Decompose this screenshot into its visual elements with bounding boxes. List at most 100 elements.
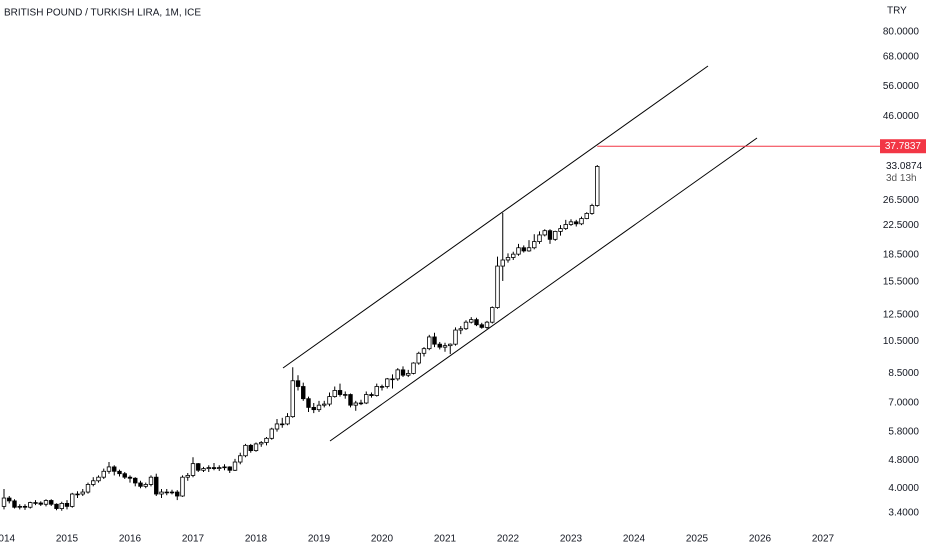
candle-body bbox=[463, 321, 469, 330]
candle-body bbox=[264, 437, 269, 443]
candle-body bbox=[374, 386, 379, 396]
x-tick-label: 2016 bbox=[119, 534, 142, 545]
candle-body bbox=[516, 247, 521, 255]
candle-body bbox=[437, 343, 442, 348]
candle-body bbox=[101, 470, 106, 478]
candle-body bbox=[232, 461, 238, 471]
candle-body bbox=[474, 319, 479, 326]
y-tick-label: 46.0000 bbox=[883, 111, 920, 122]
candle-body bbox=[306, 398, 311, 408]
candle-body bbox=[117, 470, 122, 475]
candle-body bbox=[458, 328, 463, 331]
candle-body bbox=[505, 257, 511, 261]
candle-body bbox=[385, 378, 390, 387]
candle-body bbox=[532, 241, 537, 249]
candle-body bbox=[285, 416, 290, 425]
candle-body bbox=[222, 466, 227, 469]
candle-body bbox=[59, 503, 64, 509]
candle-body bbox=[537, 234, 542, 242]
candle-body bbox=[453, 329, 458, 345]
candle-body bbox=[579, 218, 584, 225]
candle-body bbox=[85, 484, 91, 493]
x-tick-label: 2023 bbox=[560, 534, 583, 545]
candle-body bbox=[17, 505, 22, 508]
candle-body bbox=[442, 345, 448, 348]
candle-body bbox=[568, 221, 574, 225]
candle-body bbox=[248, 444, 253, 452]
candle-body bbox=[243, 444, 248, 457]
candle-body bbox=[112, 466, 117, 472]
y-tick-label: 4.8000 bbox=[888, 455, 919, 466]
chart-title: BRITISH POUND / TURKISH LIRA, 1M, ICE bbox=[4, 8, 201, 19]
candle-body bbox=[253, 443, 259, 452]
candle-body bbox=[7, 497, 12, 502]
y-tick-label: 68.0000 bbox=[883, 51, 920, 62]
candle-body bbox=[259, 442, 264, 445]
candle-body bbox=[106, 466, 112, 472]
x-tick-label: 2026 bbox=[749, 534, 772, 545]
x-tick-label: 2020 bbox=[371, 534, 394, 545]
candle-body bbox=[148, 476, 154, 485]
candle-body bbox=[542, 230, 547, 236]
candle-body bbox=[358, 402, 364, 405]
candle-body bbox=[400, 369, 406, 376]
candle-body bbox=[70, 493, 75, 507]
candle-body bbox=[316, 404, 322, 411]
candle-body bbox=[38, 502, 43, 505]
y-tick-label: 15.5000 bbox=[883, 277, 920, 288]
y-tick-label: 18.5000 bbox=[883, 250, 920, 261]
candle-body bbox=[80, 491, 85, 495]
price-line-label-box bbox=[880, 139, 926, 154]
price-line-label: 37.7837 bbox=[885, 141, 922, 152]
candle-body bbox=[369, 394, 374, 396]
candle-body bbox=[495, 265, 500, 308]
candle-body bbox=[201, 468, 206, 471]
candle-body bbox=[343, 394, 348, 396]
candle-body bbox=[553, 230, 558, 240]
candle-body bbox=[348, 394, 353, 406]
candle-body bbox=[500, 259, 505, 267]
candle-body bbox=[96, 476, 101, 482]
x-tick-label: 2022 bbox=[497, 534, 520, 545]
candle-body bbox=[290, 380, 295, 418]
candle-body bbox=[322, 403, 327, 406]
y-tick-label: 56.0000 bbox=[883, 81, 920, 92]
candle-body bbox=[301, 386, 306, 400]
candle-body bbox=[22, 505, 28, 508]
candle-body bbox=[1, 497, 7, 507]
candle-body bbox=[143, 484, 148, 487]
candle-body bbox=[406, 373, 411, 376]
candle-body bbox=[353, 402, 358, 406]
candle-body bbox=[563, 224, 568, 229]
y-tick-label: 4.0000 bbox=[888, 483, 919, 494]
channel-upper-line bbox=[282, 65, 709, 369]
candle-body bbox=[469, 319, 474, 323]
candle-body bbox=[574, 221, 579, 225]
candle-body bbox=[190, 463, 196, 476]
y-tick-label: 10.5000 bbox=[883, 336, 920, 347]
candle-body bbox=[379, 386, 385, 388]
x-tick-label: 2019 bbox=[308, 534, 331, 545]
candle-body bbox=[91, 480, 96, 485]
candle-body bbox=[274, 423, 280, 430]
candle-body bbox=[395, 369, 400, 380]
currency-label: TRY bbox=[887, 6, 907, 17]
candle-body bbox=[154, 476, 159, 495]
candle-body bbox=[133, 477, 138, 484]
candle-body bbox=[411, 362, 416, 374]
x-tick-label: 2024 bbox=[623, 534, 646, 545]
candle-body bbox=[526, 247, 532, 252]
candle-body bbox=[521, 247, 526, 252]
last-price-label: 33.0874 bbox=[886, 161, 923, 172]
y-tick-label: 22.5000 bbox=[883, 220, 920, 231]
y-tick-label: 8.5000 bbox=[888, 368, 919, 379]
candle-body bbox=[421, 348, 427, 354]
channel-lower-line bbox=[329, 137, 758, 442]
candle-body bbox=[180, 476, 185, 497]
candle-body bbox=[432, 336, 437, 345]
candle-body bbox=[185, 475, 190, 478]
candle-body bbox=[427, 336, 432, 350]
candle-body bbox=[164, 491, 169, 494]
